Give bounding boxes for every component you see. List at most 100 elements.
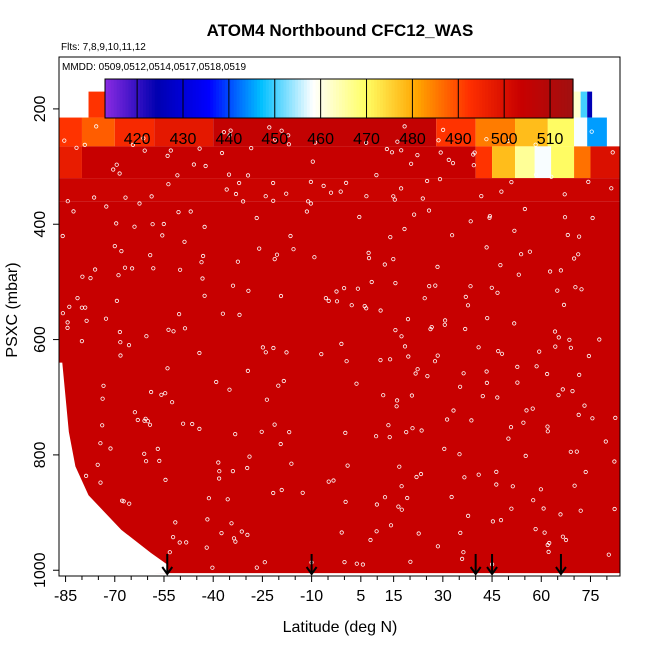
colorbar-swatch (350, 79, 355, 118)
sample-marker (485, 315, 490, 321)
sample-marker (173, 520, 178, 525)
sample-marker (541, 506, 546, 511)
colorbar-swatch (426, 79, 431, 118)
colorbar-swatch (268, 79, 273, 118)
sample-marker (264, 397, 269, 402)
sample-marker (366, 250, 371, 255)
sample-marker (394, 398, 400, 403)
heatmap-cell (551, 146, 575, 179)
colorbar-swatch (435, 79, 440, 118)
sample-marker (521, 420, 526, 425)
y-tick-label: 200 (32, 95, 49, 122)
sample-marker (597, 337, 602, 342)
colorbar-swatch (333, 79, 337, 118)
sample-marker (227, 133, 232, 138)
sample-marker (394, 404, 399, 409)
sample-marker (404, 429, 409, 435)
sample-marker (542, 530, 547, 535)
sample-marker (432, 359, 438, 364)
colorbar-swatch (239, 79, 244, 118)
sample-marker (328, 190, 334, 195)
colorbar-swatch (201, 79, 206, 118)
sample-marker (160, 233, 165, 238)
sample-marker (233, 191, 239, 197)
sample-marker (449, 233, 455, 238)
sample-marker (463, 294, 468, 299)
colorbar-swatch (467, 79, 472, 118)
sample-marker (469, 418, 474, 423)
colorbar-swatch (543, 79, 548, 118)
colorbar-swatch (514, 79, 519, 118)
colorbar-swatch (479, 79, 483, 118)
colorbar-swatch (315, 79, 320, 118)
sample-marker (101, 383, 106, 388)
colorbar-swatch (464, 79, 469, 118)
sample-marker (545, 424, 550, 429)
sample-marker (518, 252, 524, 257)
colorbar-swatch (303, 79, 308, 118)
sample-marker (166, 182, 171, 187)
sample-marker (355, 286, 360, 291)
sample-marker (449, 494, 454, 500)
sample-marker (203, 163, 208, 169)
colorbar-swatch (461, 79, 466, 118)
colorbar-swatch (336, 79, 340, 118)
arrow-head (161, 566, 174, 576)
colorbar-swatch (324, 79, 328, 118)
colorbar-swatch (456, 79, 460, 118)
sample-marker (155, 446, 160, 451)
sample-marker (606, 552, 611, 557)
sample-marker (506, 436, 511, 441)
colorbar-swatch (546, 79, 551, 118)
colorbar-swatch (295, 79, 299, 118)
sample-marker (334, 289, 339, 294)
sample-marker (510, 484, 515, 489)
sample-marker (98, 441, 103, 446)
sample-marker (556, 335, 561, 340)
heatmap-field (59, 91, 620, 574)
sample-marker (436, 138, 441, 143)
sample-marker (484, 137, 489, 142)
sample-marker (402, 124, 407, 129)
sample-marker (411, 212, 417, 217)
x-axis-label: Latitude (deg N) (283, 619, 398, 636)
sample-marker (100, 423, 105, 428)
sample-marker (271, 490, 276, 496)
sample-marker (562, 192, 567, 197)
arrow-head (305, 566, 318, 576)
colorbar-swatch (391, 79, 396, 118)
sample-marker (170, 400, 175, 405)
colorbar-swatch (125, 79, 129, 118)
sample-marker (537, 349, 542, 354)
colorbar-swatch (116, 79, 121, 118)
sample-marker (395, 139, 400, 144)
sample-marker (480, 393, 485, 399)
sample-marker (272, 422, 277, 427)
colorbar-swatch (289, 79, 293, 118)
heatmap-cell (59, 117, 82, 147)
no-data-area (59, 362, 168, 576)
sample-marker (65, 320, 70, 325)
heatmap-cell (59, 146, 82, 179)
colorbar-swatch (485, 79, 489, 118)
colorbar-swatch (213, 79, 217, 118)
sample-marker (197, 146, 202, 151)
sample-marker (373, 434, 379, 439)
sample-marker (531, 498, 536, 503)
sample-marker (582, 403, 587, 408)
sample-marker (288, 233, 293, 239)
sample-marker (214, 379, 219, 385)
sample-marker (271, 345, 276, 351)
colorbar-swatch (505, 79, 510, 118)
sample-marker (82, 142, 87, 147)
sample-marker (589, 129, 594, 134)
colorbar-swatch (286, 79, 290, 118)
colorbar-swatch (362, 79, 366, 118)
colorbar-swatch (400, 79, 404, 118)
colorbar-swatch (534, 79, 539, 118)
sample-marker (270, 180, 276, 186)
heatmap-cell (154, 117, 214, 147)
sample-marker (272, 256, 277, 262)
sample-marker (586, 353, 592, 359)
colorbar-swatch (526, 79, 530, 118)
